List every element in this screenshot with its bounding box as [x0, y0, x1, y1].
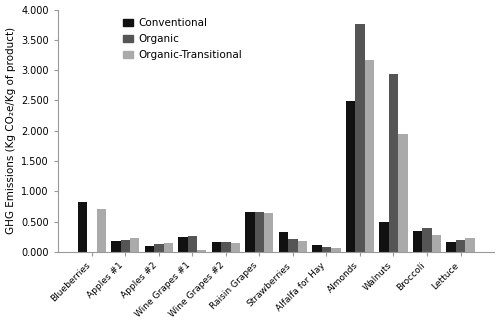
- Bar: [322, 247, 331, 252]
- Bar: [188, 236, 197, 252]
- Bar: [465, 238, 474, 252]
- Bar: [145, 246, 154, 252]
- Bar: [78, 202, 87, 252]
- Bar: [221, 242, 230, 252]
- Bar: [432, 235, 441, 252]
- Y-axis label: GHG Emissions (Kg CO₂e/Kg of product): GHG Emissions (Kg CO₂e/Kg of product): [6, 27, 16, 234]
- Bar: [288, 240, 298, 252]
- Bar: [197, 250, 206, 252]
- Legend: Conventional, Organic, Organic-Transitional: Conventional, Organic, Organic-Transitio…: [120, 15, 246, 63]
- Bar: [154, 244, 164, 252]
- Bar: [398, 134, 407, 252]
- Bar: [230, 243, 240, 252]
- Bar: [389, 74, 398, 252]
- Bar: [422, 228, 432, 252]
- Bar: [254, 212, 264, 252]
- Bar: [246, 213, 254, 252]
- Bar: [364, 59, 374, 252]
- Bar: [446, 242, 456, 252]
- Bar: [456, 240, 465, 252]
- Bar: [164, 243, 173, 252]
- Bar: [356, 24, 364, 252]
- Bar: [112, 241, 120, 252]
- Bar: [264, 213, 274, 252]
- Bar: [413, 231, 422, 252]
- Bar: [130, 238, 140, 252]
- Bar: [279, 232, 288, 252]
- Bar: [178, 237, 188, 252]
- Bar: [120, 240, 130, 252]
- Bar: [298, 240, 307, 252]
- Bar: [331, 248, 340, 252]
- Bar: [96, 209, 106, 252]
- Bar: [212, 241, 221, 252]
- Bar: [346, 101, 356, 252]
- Bar: [380, 222, 389, 252]
- Bar: [312, 245, 322, 252]
